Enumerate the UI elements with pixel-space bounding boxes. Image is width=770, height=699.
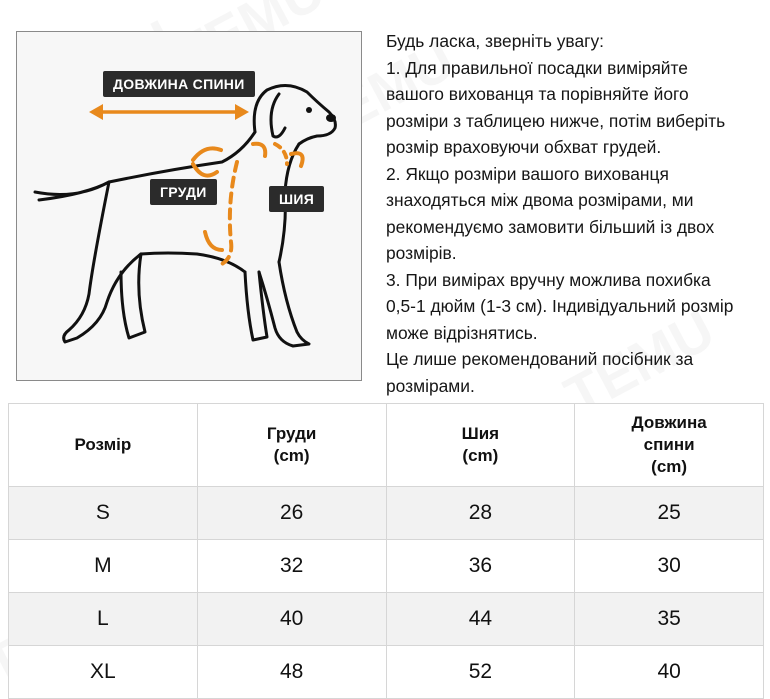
table-row: S 26 28 25 [8,486,764,540]
cell-size: XL [8,645,198,699]
cell-neck: 52 [385,645,576,699]
cell-size: M [8,539,198,593]
cell-neck: 36 [385,539,576,593]
note-point-2: 2. Якщо розміри вашого вихованця знаходя… [386,163,715,264]
dog-measurement-diagram: ДОВЖИНА СПИНИ ГРУДИ ШИЯ [16,31,362,381]
cell-chest: 26 [196,486,387,540]
cell-back-length: 25 [574,486,764,540]
cell-size: L [8,592,198,646]
cell-back-length: 35 [574,592,764,646]
neck-label: ШИЯ [269,186,325,212]
cell-chest: 32 [196,539,387,593]
cell-back-length: 40 [574,645,764,699]
chest-label: ГРУДИ [150,179,217,205]
notes-intro: Будь ласка, зверніть увагу: [386,31,604,51]
table-row: L 40 44 35 [8,592,764,646]
cell-back-length: 30 [574,539,764,593]
measurement-notes: Будь ласка, зверніть увагу: 1. Для прави… [386,28,770,399]
note-point-1: 1. Для правильної посадки виміряйте вашо… [386,57,726,158]
table-header-row: Розмір Груди (cm) Шия (cm) Довжина спини… [8,403,764,487]
table-row: M 32 36 30 [8,539,764,593]
size-table: Розмір Груди (cm) Шия (cm) Довжина спини… [8,403,764,699]
cell-chest: 40 [196,592,387,646]
header-neck: Шия (cm) [385,403,576,487]
cell-neck: 28 [385,486,576,540]
back-length-label: ДОВЖИНА СПИНИ [103,71,255,97]
table-row: XL 48 52 40 [8,645,764,699]
header-chest: Груди (cm) [196,403,387,487]
note-point-3: 3. При вимірах вручну можлива похибка 0,… [386,269,734,343]
notes-closing: Це лише рекомендований посібник за розмі… [386,349,694,396]
cell-neck: 44 [385,592,576,646]
cell-chest: 48 [196,645,387,699]
header-size: Розмір [8,403,198,487]
header-back-length: Довжина спини (cm) [574,403,764,487]
cell-size: S [8,486,198,540]
